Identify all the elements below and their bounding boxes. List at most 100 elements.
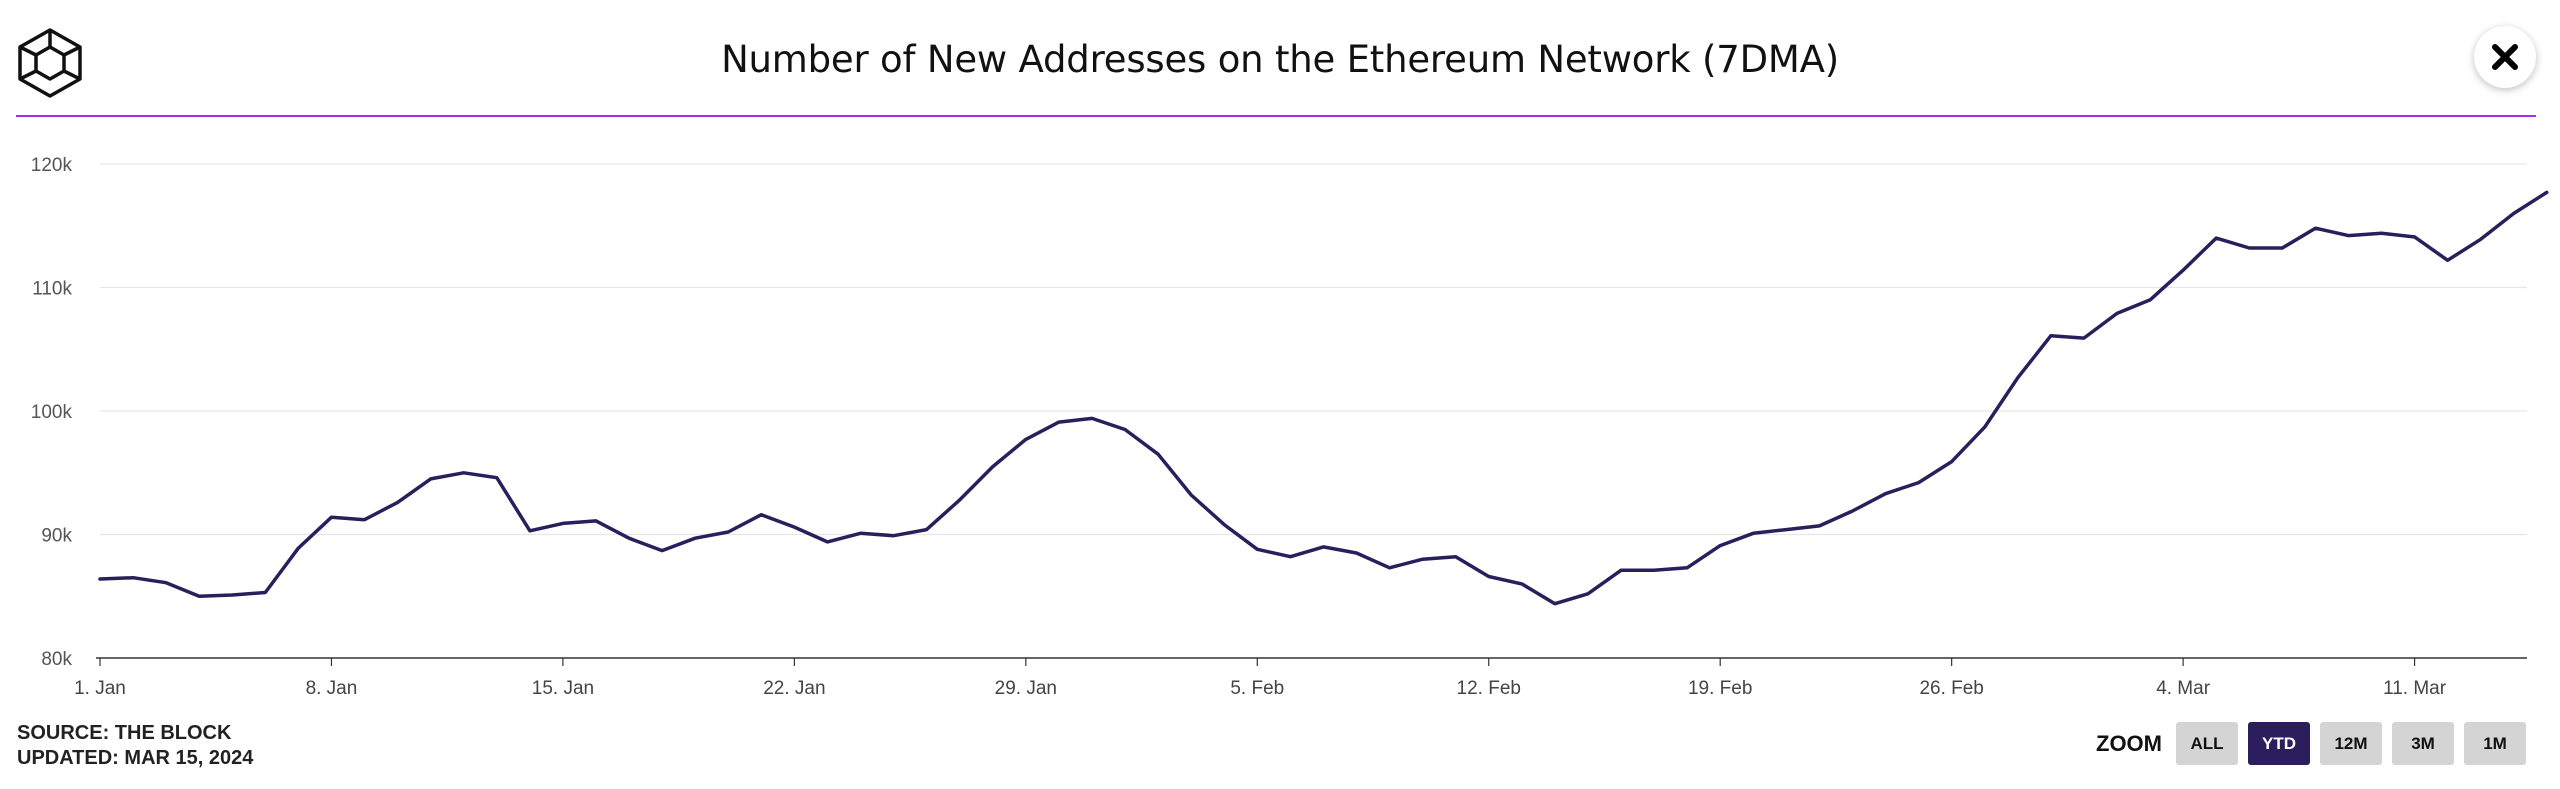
data-point[interactable] [921,524,933,536]
data-point[interactable] [1615,564,1627,576]
y-tick-label: 110k [32,279,72,300]
data-point[interactable] [590,515,602,527]
data-point[interactable] [2276,242,2288,254]
data-point[interactable] [160,577,172,589]
data-point[interactable] [392,496,404,508]
x-tick-label: 1. Jan [74,678,126,699]
x-tick-label: 26. Feb [1919,678,1983,699]
data-point[interactable] [1880,488,1892,500]
data-point[interactable] [557,517,569,529]
header-divider [16,115,2536,117]
data-point[interactable] [1251,543,1263,555]
data-point[interactable] [1946,456,1958,468]
data-point[interactable] [689,532,701,544]
zoom-label: ZOOM [2096,731,2162,756]
data-point[interactable] [1020,433,1032,445]
the-block-logo-icon[interactable] [16,26,84,98]
zoom-1m-button[interactable]: 1M [2464,722,2526,765]
data-point[interactable] [2442,254,2454,266]
series-line[interactable] [98,190,2549,606]
data-point[interactable] [491,472,503,484]
data-point[interactable] [954,494,966,506]
data-point[interactable] [292,542,304,554]
data-point[interactable] [94,573,106,585]
data-point[interactable] [524,525,536,537]
data-point[interactable] [2508,207,2520,219]
data-point[interactable] [1813,520,1825,532]
data-point[interactable] [855,527,867,539]
zoom-12m-button[interactable]: 12M [2320,722,2382,765]
data-point[interactable] [2243,242,2255,254]
data-point[interactable] [2210,232,2222,244]
data-point[interactable] [1317,541,1329,553]
data-point[interactable] [2475,233,2487,245]
data-point[interactable] [1714,540,1726,552]
data-point[interactable] [656,545,668,557]
data-point[interactable] [1780,524,1792,536]
data-point[interactable] [722,526,734,538]
x-tick-label: 4. Mar [2156,678,2211,699]
data-point[interactable] [2541,186,2553,198]
data-point[interactable] [1185,489,1197,501]
data-point[interactable] [888,530,900,542]
data-point[interactable] [1846,505,1858,517]
data-point[interactable] [1119,424,1131,436]
data-point[interactable] [2342,230,2354,242]
line-chart: 80k 90k 100k 110k 120k 1. Jan 8. Jan 15. Jan 22.… [31,155,2553,699]
source-text: SOURCE: THE BLOCK [17,722,232,744]
data-point[interactable] [623,532,635,544]
x-tick-label: 11. Mar [2383,678,2447,699]
data-point[interactable] [2144,294,2156,306]
data-point[interactable] [2012,372,2024,384]
data-point[interactable] [1747,527,1759,539]
data-point[interactable] [1483,570,1495,582]
x-tick-label: 29. Jan [995,678,1057,699]
data-point[interactable] [987,461,999,473]
data-point[interactable] [1549,598,1561,610]
data-point[interactable] [325,511,337,523]
source-note: SOURCE: THE BLOCK UPDATED: MAR 15, 2024 [17,721,253,771]
data-point[interactable] [1417,553,1429,565]
data-point[interactable] [1450,551,1462,563]
data-point[interactable] [1582,588,1594,600]
data-point[interactable] [458,467,470,479]
data-point[interactable] [2177,264,2189,276]
data-point[interactable] [1350,547,1362,559]
data-point[interactable] [226,589,238,601]
zoom-all-button[interactable]: ALL [2176,722,2238,765]
data-point[interactable] [359,514,371,526]
data-point[interactable] [2045,330,2057,342]
data-point[interactable] [1384,562,1396,574]
chart-title: Number of New Addresses on the Ethereum … [721,38,1839,81]
data-point[interactable] [2078,332,2090,344]
zoom-ytd-button[interactable]: YTD [2248,722,2310,765]
data-point[interactable] [425,473,437,485]
data-point[interactable] [127,572,139,584]
data-point[interactable] [193,590,205,602]
data-point[interactable] [259,587,271,599]
data-point[interactable] [788,521,800,533]
data-point[interactable] [2111,307,2123,319]
x-tick-label: 8. Jan [306,678,358,699]
data-point[interactable] [1086,412,1098,424]
y-tick-label: 80k [41,649,72,670]
data-point[interactable] [1053,416,1065,428]
data-point[interactable] [1979,421,1991,433]
data-point[interactable] [2376,227,2388,239]
y-tick-label: 120k [31,155,73,176]
data-point[interactable] [1648,564,1660,576]
data-point[interactable] [1152,448,1164,460]
data-point[interactable] [1516,578,1528,590]
data-point[interactable] [1681,562,1693,574]
data-point[interactable] [1284,551,1296,563]
data-point[interactable] [755,509,767,521]
y-tick-label: 90k [41,526,72,547]
data-point[interactable] [2409,231,2421,243]
close-button[interactable] [2474,26,2536,88]
data-point[interactable] [2309,222,2321,234]
data-point[interactable] [1913,477,1925,489]
data-point[interactable] [1218,519,1230,531]
data-point[interactable] [821,536,833,548]
close-x-icon [2492,44,2518,70]
zoom-3m-button[interactable]: 3M [2392,722,2454,765]
